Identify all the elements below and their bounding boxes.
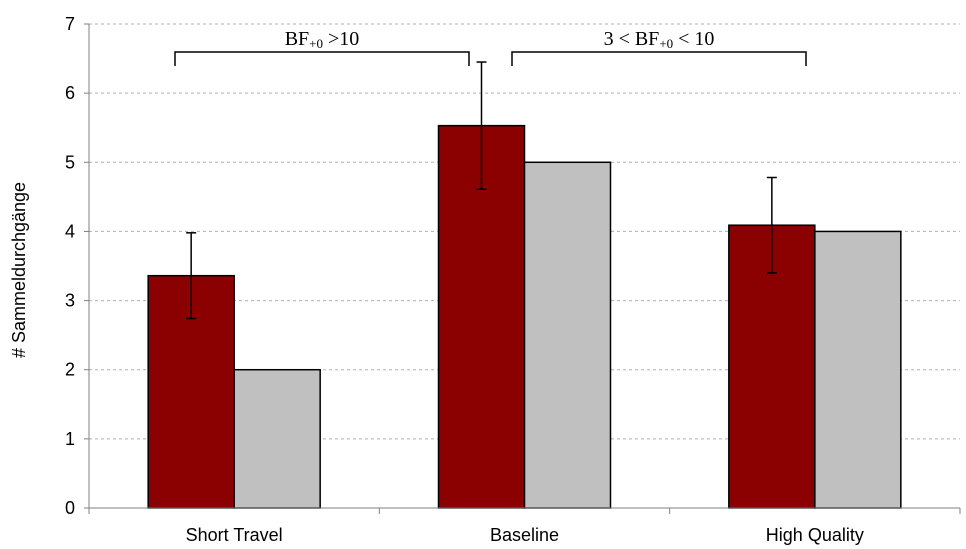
y-tick-label: 0 (65, 498, 75, 518)
bars (147, 124, 902, 509)
y-tick-label: 5 (65, 152, 75, 172)
y-tick-label: 6 (65, 83, 75, 103)
x-tick-label: Baseline (490, 525, 559, 545)
y-tick-label: 1 (65, 429, 75, 449)
significance-brackets: BF+0 >10 3 < BF+0 < 10 (174, 28, 807, 66)
significance-label: BF+0 >10 (285, 28, 360, 51)
significance-bracket (174, 51, 470, 66)
x-tick-labels: Short Travel Baseline High Quality (186, 525, 864, 545)
error-bars (186, 61, 777, 320)
bar (523, 161, 612, 509)
bar (814, 230, 902, 509)
bar (233, 368, 321, 509)
significance-bracket (511, 51, 807, 66)
y-tick-labels: 0 1 2 3 4 5 6 7 (65, 14, 75, 518)
y-axis-title: # Sammeldurchgänge (9, 182, 29, 358)
y-tick-label: 4 (65, 221, 75, 241)
axes (84, 23, 961, 514)
significance-label: 3 < BF+0 < 10 (604, 28, 715, 51)
x-tick-label: Short Travel (186, 525, 283, 545)
y-tick-label: 7 (65, 14, 75, 34)
y-tick-label: 3 (65, 291, 75, 311)
y-tick-label: 2 (65, 360, 75, 380)
x-tick-label: High Quality (766, 525, 864, 545)
